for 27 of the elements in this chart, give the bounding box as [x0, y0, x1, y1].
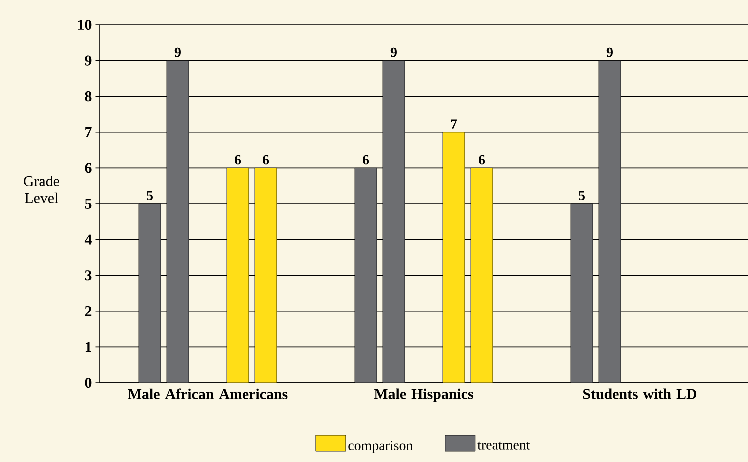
y-tick-label: 0 [85, 378, 92, 388]
data-label: 5 [147, 191, 153, 200]
y-tick-label: 6 [85, 163, 92, 174]
y-tick-label: 9 [85, 56, 92, 66]
data-label: 5 [579, 191, 585, 200]
data-label: 7 [451, 120, 458, 129]
legend-label: comparison [348, 441, 414, 454]
x-tick-label: Male Hispanics [374, 388, 474, 402]
data-label: 6 [263, 155, 270, 165]
data-label: 6 [479, 155, 486, 165]
y-tick-label: 7 [86, 128, 92, 138]
y-tick-label: 5 [85, 199, 92, 209]
y-tick-label: 2 [85, 306, 92, 316]
y-axis-title: Grade Level [24, 176, 60, 204]
data-label: 6 [234, 155, 242, 165]
y-tick-label: 1 [86, 342, 92, 352]
data-label: 9 [606, 48, 613, 58]
y-tick-label: 8 [85, 92, 92, 102]
y-tick-label: 4 [84, 234, 92, 245]
y-tick-label: 10 [78, 20, 92, 30]
data-label: 9 [174, 48, 181, 58]
data-label: 9 [390, 48, 397, 58]
legend-label: treatment [478, 442, 530, 450]
y-tick-label: 3 [85, 270, 92, 281]
x-tick-label: Students with LD [584, 388, 697, 400]
x-tick-label: Male African Americans [128, 388, 288, 400]
data-label: 6 [363, 155, 370, 165]
